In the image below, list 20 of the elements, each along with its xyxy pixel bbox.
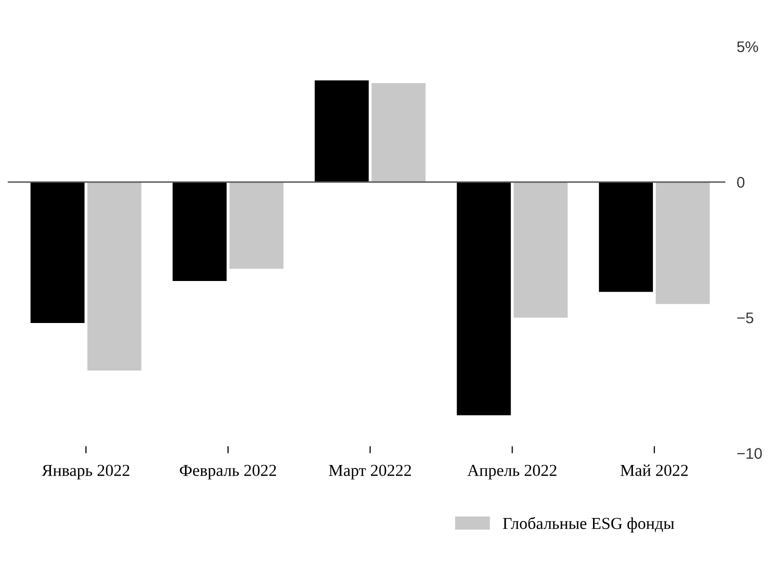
bar <box>314 80 369 182</box>
y-tick-label: −10 <box>737 448 762 459</box>
bar <box>229 182 284 269</box>
y-tick-label: 0 <box>737 176 744 188</box>
x-tick-label: Май 2022 <box>620 464 688 476</box>
x-tick-label: Март 20222 <box>328 464 411 480</box>
x-tick-label: Январь 2022 <box>42 464 130 480</box>
bar <box>87 182 142 370</box>
bar <box>598 182 653 292</box>
y-tick-label: 5% <box>737 41 758 52</box>
x-tick-label: Апрель 2022 <box>467 464 556 480</box>
y-tick-label: −5 <box>737 312 754 324</box>
bar <box>456 182 511 416</box>
bar <box>172 182 227 282</box>
x-tick-label: Февраль 2022 <box>180 464 276 480</box>
bar <box>656 182 710 304</box>
bar <box>30 182 85 324</box>
bar <box>372 83 426 182</box>
legend-label: Глобальные ESG фонды <box>502 516 674 532</box>
bar <box>514 182 568 318</box>
